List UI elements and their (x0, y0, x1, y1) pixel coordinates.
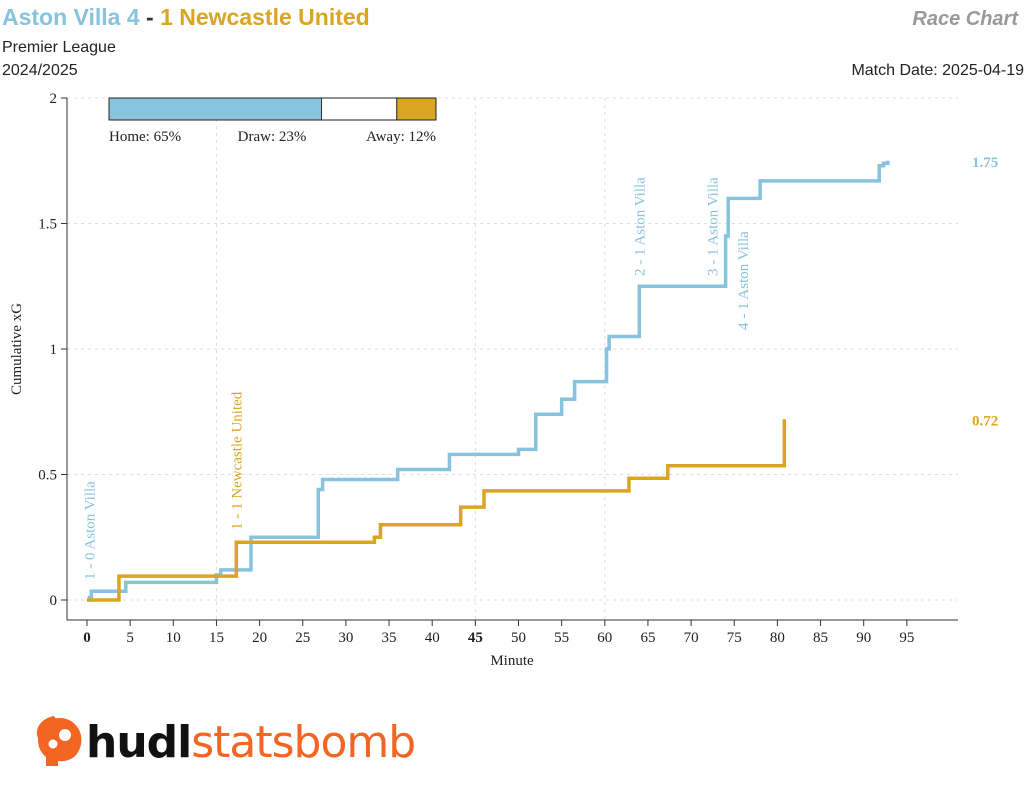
y-tick-label: 0.5 (38, 468, 57, 484)
away-xg-line (87, 419, 787, 602)
axes: 00.511.520 5 10 15 20 25 30 35 40 45 50 55 60 65 70 75 8… (38, 91, 958, 646)
x-tick-label: 25 (295, 630, 310, 646)
win-prob-frame (108, 97, 437, 121)
x-tick-label: 60 (597, 630, 612, 646)
x-tick-label: 95 (899, 630, 914, 646)
home-team-score: Aston Villa 4 (2, 4, 140, 30)
y-tick-label: 1 (50, 342, 58, 358)
x-tick-label: 50 (511, 630, 526, 646)
goal-annotation: 1 - 0 Aston Villa (83, 481, 99, 580)
win-prob-away-segment (396, 97, 437, 121)
y-tick-label: 0 (50, 593, 58, 609)
y-tick-label: 1.5 (38, 217, 57, 233)
match-title: Aston Villa 4 - 1 Newcastle United (2, 4, 370, 31)
x-tick-label: 65 (640, 630, 655, 646)
x-tick-label: 10 (166, 630, 181, 646)
goal-annotation: 4 - 1 Aston Villa (736, 231, 752, 330)
competition-label: Premier League (2, 39, 116, 56)
away-final-xg-label: 0.72 (972, 413, 998, 429)
statsbomb-head-icon (36, 716, 82, 766)
x-tick-label: 20 (252, 630, 267, 646)
y-axis-label: Cumulative xG (9, 303, 25, 395)
x-tick-label: 80 (770, 630, 785, 646)
score-separator: - (146, 4, 154, 30)
xg-series: 1.75 0.72 (87, 155, 998, 602)
x-tick-label: 75 (727, 630, 742, 646)
x-tick-label: 55 (554, 630, 569, 646)
win-prob-draw-segment (321, 97, 398, 121)
x-tick-label: 40 (425, 630, 440, 646)
x-tick-label: 85 (813, 630, 828, 646)
x-tick-label: 35 (382, 630, 397, 646)
x-tick-label: 15 (209, 630, 224, 646)
goal-annotation: 1 - 1 Newcastle United (229, 391, 245, 530)
chart-type-label: Race Chart (912, 8, 1018, 30)
logo-text-statsbomb: statsbomb (191, 716, 416, 768)
x-tick-label: 30 (338, 630, 353, 646)
x-tick-label: 70 (684, 630, 699, 646)
grid-lines (67, 97, 958, 620)
hudl-statsbomb-logo: hudl statsbomb (34, 712, 416, 772)
win-prob-away-label: Away: 12% (366, 129, 436, 145)
home-final-xg-label: 1.75 (972, 155, 998, 171)
x-tick-label: 45 (468, 630, 483, 646)
x-tick-label: 90 (856, 630, 871, 646)
match-date-label: Match Date: 2025-04-19 (851, 62, 1024, 79)
win-prob-home-label: Home: 65% (109, 129, 181, 145)
goal-annotation: 2 - 1 Aston Villa (632, 177, 648, 276)
logo-text-hudl: hudl (86, 716, 192, 768)
x-tick-label: 0 (83, 630, 91, 646)
win-prob-home-segment (108, 97, 323, 121)
x-tick-label: 5 (126, 630, 134, 646)
away-team-score: 1 Newcastle United (160, 4, 370, 30)
x-axis-label: Minute (490, 653, 534, 669)
y-tick-label: 2 (50, 91, 58, 107)
race-chart: 00.511.520 5 10 15 20 25 30 35 40 45 50 55 60 65 70 75 8… (9, 91, 998, 669)
goal-annotations: 1 - 0 Aston Villa 1 - 1 Newcastle United 2… (83, 177, 752, 580)
win-prob-draw-label: Draw: 23% (238, 129, 307, 145)
win-probability-bar: Home: 65% Draw: 23% Away: 12% (108, 97, 437, 145)
home-xg-line (87, 160, 890, 602)
goal-annotation: 3 - 1 Aston Villa (706, 177, 722, 276)
season-label: 2024/2025 (2, 62, 78, 79)
